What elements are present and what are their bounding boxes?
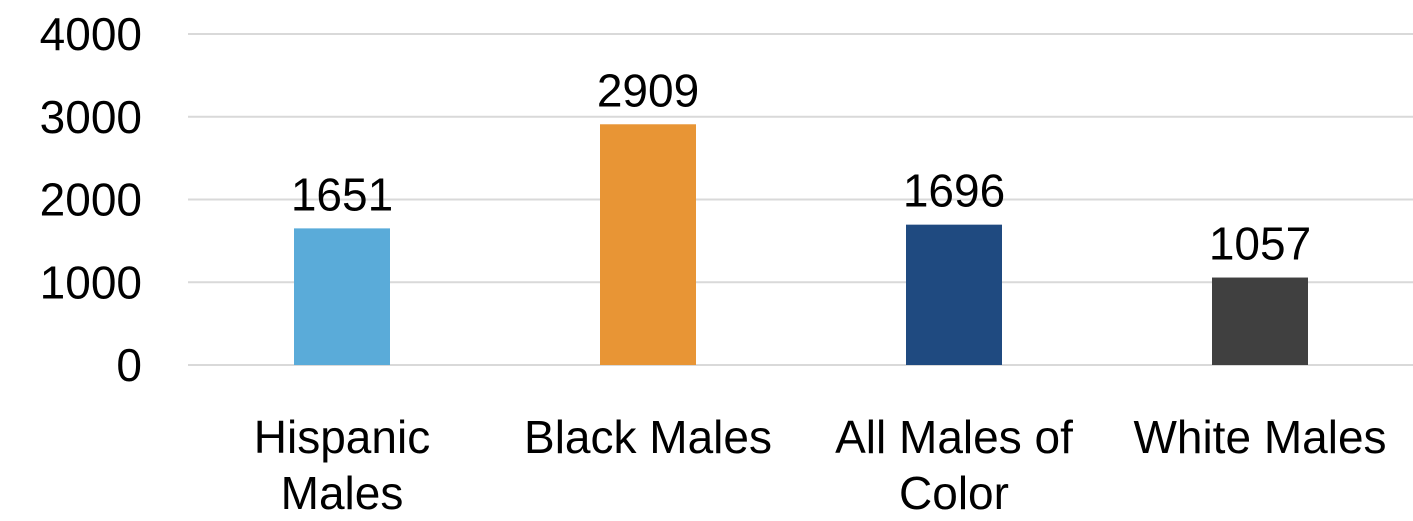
y-tick-label: 4000: [40, 8, 142, 60]
category-label: Black Males: [524, 411, 772, 463]
bar: [906, 224, 1002, 365]
category-label: All Males of: [835, 411, 1073, 463]
y-tick-label: 3000: [40, 91, 142, 143]
category-label: White Males: [1133, 411, 1386, 463]
y-tick-label: 0: [116, 339, 142, 391]
bar: [1212, 277, 1308, 365]
category-label: Color: [899, 467, 1009, 519]
y-tick-label: 2000: [40, 174, 142, 226]
gridlines: [188, 33, 1413, 366]
data-label: 2909: [597, 64, 699, 116]
category-label: Hispanic: [254, 411, 430, 463]
data-label: 1651: [291, 168, 393, 220]
data-label: 1696: [903, 165, 1005, 217]
category-label: Males: [281, 467, 404, 519]
y-axis-ticks: 0 1000 2000 3000 4000: [40, 8, 142, 391]
bar: [600, 124, 696, 366]
data-labels: 1651 2909 1696 1057: [291, 64, 1311, 269]
y-tick-label: 1000: [40, 256, 142, 308]
bar: [294, 228, 390, 365]
bars: [294, 124, 1308, 366]
data-label: 1057: [1209, 218, 1311, 270]
